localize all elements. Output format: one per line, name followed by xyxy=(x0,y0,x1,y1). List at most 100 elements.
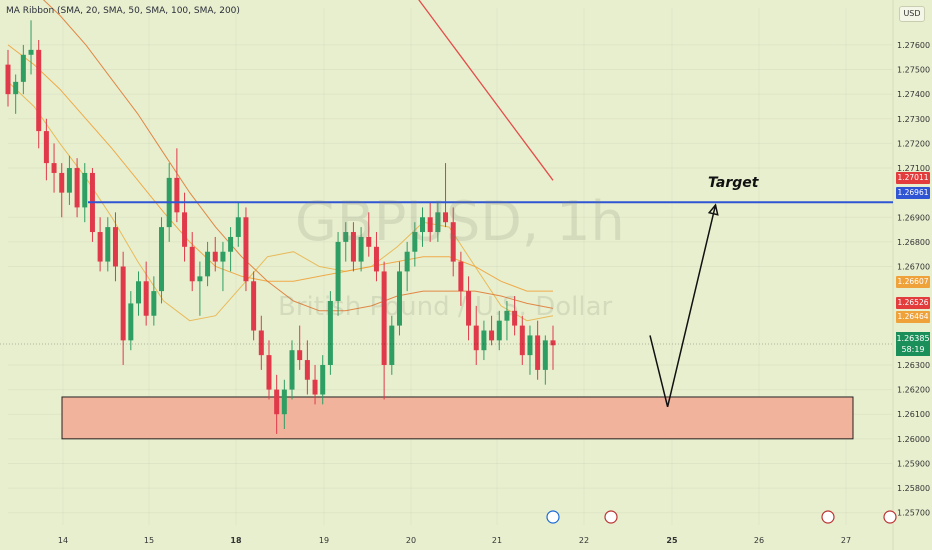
candle-body xyxy=(420,217,426,233)
y-tick-label: 1.26800 xyxy=(897,238,930,247)
price-axis[interactable]: 1.27600 1.27500 1.27400 1.27300 1.27200 1.271… xyxy=(897,41,930,518)
candle-body xyxy=(373,246,379,272)
candle-body xyxy=(550,340,556,346)
candle-body xyxy=(312,379,318,395)
candle-body xyxy=(13,81,19,95)
currency-button[interactable]: USD xyxy=(899,6,925,22)
current-price-tag: 1.26385 58:19 xyxy=(896,332,930,356)
candle-body xyxy=(151,291,157,316)
candles xyxy=(5,20,556,434)
candle-body xyxy=(320,364,326,395)
x-tick-label: 14 xyxy=(58,536,68,545)
candle-body xyxy=(519,325,525,356)
time-axis[interactable]: 14 15 18 19 20 21 22 25 26 27 xyxy=(58,536,851,545)
candle-body xyxy=(389,325,395,365)
event-flag-icon xyxy=(604,510,618,524)
y-tick-label: 1.26900 xyxy=(897,213,930,222)
ma-line-sma-20 xyxy=(7,81,554,322)
x-tick-label: 26 xyxy=(754,536,764,545)
y-tick-label: 1.25700 xyxy=(897,509,930,518)
candle-body xyxy=(289,350,295,390)
candle-body xyxy=(481,330,487,351)
y-tick-label: 1.26700 xyxy=(897,263,930,272)
candle-body xyxy=(350,232,356,262)
y-tick-label: 1.26000 xyxy=(897,435,930,444)
candle-body xyxy=(243,217,249,282)
candle-body xyxy=(458,261,464,292)
target-label[interactable]: Target xyxy=(708,175,759,191)
event-icons xyxy=(546,510,897,524)
candle-body xyxy=(120,266,126,341)
candle-body xyxy=(266,355,272,390)
price-tag-ma1: 1.26607 xyxy=(896,276,930,288)
y-tick-label: 1.27300 xyxy=(897,115,930,124)
candle-body xyxy=(535,335,541,370)
y-tick-label: 1.25800 xyxy=(897,484,930,493)
y-tick-label: 1.26200 xyxy=(897,386,930,395)
candle-body xyxy=(143,281,149,316)
candle-body xyxy=(20,54,26,82)
y-tick-label: 1.27400 xyxy=(897,90,930,99)
candle-body xyxy=(435,212,441,233)
candle-timer: 58:19 xyxy=(901,345,925,354)
candle-body xyxy=(135,281,141,304)
forecast-path[interactable] xyxy=(649,204,717,407)
x-tick-label: 19 xyxy=(319,536,329,545)
candle-body xyxy=(335,241,341,301)
candle-body xyxy=(128,303,134,341)
candle-body xyxy=(473,325,479,351)
candle-body xyxy=(174,177,180,213)
candle-body xyxy=(443,212,449,223)
candle-body xyxy=(212,251,218,262)
candle-body xyxy=(512,310,518,326)
candle-body xyxy=(527,335,533,356)
candle-body xyxy=(496,320,502,341)
y-tick-label: 1.27600 xyxy=(897,41,930,50)
x-tick-label: 20 xyxy=(406,536,416,545)
candle-body xyxy=(43,131,49,164)
support-zone[interactable] xyxy=(61,396,854,440)
x-tick-label: 22 xyxy=(579,536,589,545)
candle-body xyxy=(112,227,118,267)
candle-body xyxy=(197,276,203,282)
candle-body xyxy=(327,300,333,365)
candle-body xyxy=(366,236,372,247)
candle-body xyxy=(427,217,433,233)
x-tick-label: 25 xyxy=(666,536,678,545)
ma-line-sma-200 xyxy=(418,0,554,181)
candle-body xyxy=(5,64,11,95)
candle-body xyxy=(504,310,510,321)
x-tick-label: 18 xyxy=(230,536,242,545)
forecast-arrowhead xyxy=(707,203,719,216)
candle-body xyxy=(97,232,103,262)
candle-body xyxy=(51,163,57,173)
y-tick-label: 1.27500 xyxy=(897,66,930,75)
x-tick-label: 21 xyxy=(492,536,502,545)
candle-body xyxy=(36,49,42,132)
candle-body xyxy=(297,350,303,361)
event-flag-icon xyxy=(546,510,560,524)
y-tick-label: 1.26300 xyxy=(897,361,930,370)
candle-body xyxy=(304,360,310,380)
candle-body xyxy=(358,236,364,262)
candle-body xyxy=(258,330,264,356)
current-price: 1.26385 xyxy=(896,334,930,343)
event-flag-icon xyxy=(821,510,835,524)
candle-body xyxy=(381,271,387,365)
indicator-legend[interactable]: MA Ribbon (SMA, 20, SMA, 50, SMA, 100, S… xyxy=(6,6,240,16)
candle-body xyxy=(159,227,165,292)
candle-body xyxy=(489,330,495,341)
event-flag-icon xyxy=(883,510,897,524)
candle-body xyxy=(66,168,72,193)
candle-body xyxy=(228,236,234,252)
y-tick-label: 1.25900 xyxy=(897,459,930,468)
price-tag-ma2: 1.26526 xyxy=(896,297,930,309)
candle-body xyxy=(274,389,280,415)
candle-body xyxy=(235,217,241,237)
candle-body xyxy=(450,222,456,262)
candle-body xyxy=(28,49,34,55)
candle-body xyxy=(220,251,226,262)
candle-body xyxy=(396,271,402,326)
price-tag-ma3: 1.26464 xyxy=(896,311,930,323)
